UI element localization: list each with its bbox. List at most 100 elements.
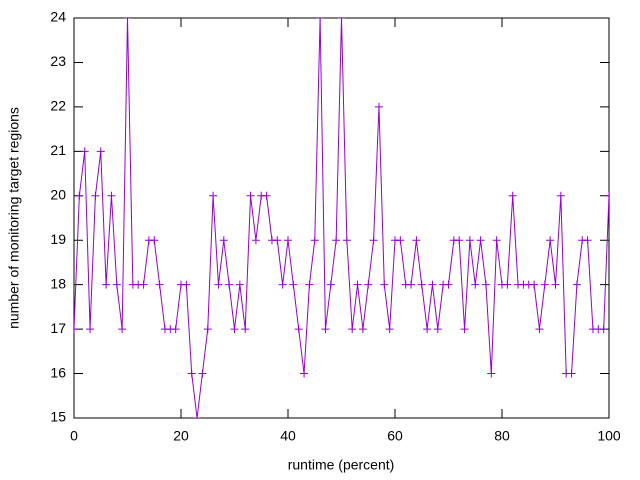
data-point <box>535 325 544 334</box>
data-point <box>112 280 121 289</box>
data-point <box>487 369 496 378</box>
data-point <box>235 280 244 289</box>
data-point <box>316 18 325 22</box>
data-point <box>75 191 84 200</box>
data-point <box>444 280 453 289</box>
data-point <box>465 236 474 245</box>
y-tick-label: 16 <box>50 364 66 380</box>
data-point <box>540 280 549 289</box>
data-point <box>294 325 303 334</box>
data-point <box>150 236 159 245</box>
data-point <box>187 369 196 378</box>
data-point <box>198 369 207 378</box>
data-point <box>305 280 314 289</box>
y-tick-label: 24 <box>50 9 66 25</box>
data-point <box>246 191 255 200</box>
data-point <box>412 236 421 245</box>
y-axis-label: number of monitoring target regions <box>6 107 22 329</box>
data-point <box>289 280 298 289</box>
data-point <box>86 325 95 334</box>
data-point <box>342 236 351 245</box>
data-point <box>182 280 191 289</box>
data-point <box>530 280 539 289</box>
x-tick-label: 0 <box>70 428 78 444</box>
data-point <box>80 147 89 156</box>
data-point <box>139 280 148 289</box>
data-point <box>273 236 282 245</box>
data-point <box>284 236 292 245</box>
data-point <box>353 280 362 289</box>
y-tick-label: 17 <box>50 320 66 336</box>
data-point <box>278 280 287 289</box>
y-tick-label: 22 <box>50 98 66 114</box>
data-point <box>374 102 383 111</box>
y-tick-label: 20 <box>50 186 66 202</box>
plot-area <box>74 18 609 418</box>
data-point <box>385 325 394 334</box>
data-point <box>428 280 437 289</box>
data-point <box>455 236 464 245</box>
data-point <box>348 325 357 334</box>
x-axis-label: runtime (percent) <box>288 457 395 473</box>
data-point <box>567 369 576 378</box>
y-tick-label: 23 <box>50 53 66 69</box>
data-point <box>96 147 105 156</box>
data-point <box>396 236 405 245</box>
data-point <box>251 236 260 245</box>
y-tick-label: 18 <box>50 275 66 291</box>
y-tick-label: 19 <box>50 231 66 247</box>
data-point <box>471 280 480 289</box>
data-point <box>332 236 341 245</box>
data-point <box>605 191 609 200</box>
data-point <box>123 18 132 22</box>
data-point <box>326 280 335 289</box>
plot-border <box>73 17 610 419</box>
data-point <box>407 280 416 289</box>
data-point <box>219 236 228 245</box>
x-tick-label: 100 <box>597 428 621 444</box>
data-point <box>193 414 202 418</box>
data-point <box>321 325 330 334</box>
data-point <box>171 325 180 334</box>
data-point <box>508 191 517 200</box>
data-point <box>481 280 490 289</box>
data-point <box>225 280 234 289</box>
data-point <box>433 325 442 334</box>
data-point <box>214 280 223 289</box>
data-point <box>476 236 485 245</box>
data-point <box>241 325 250 334</box>
data-point <box>118 325 127 334</box>
data-point <box>503 280 512 289</box>
data-point <box>358 325 367 334</box>
data-point <box>369 236 378 245</box>
data-point <box>337 18 346 22</box>
data-point <box>556 191 565 200</box>
data-point <box>551 280 560 289</box>
data-point <box>583 236 592 245</box>
data-point <box>74 325 78 334</box>
data-point <box>91 191 100 200</box>
data-point <box>572 280 581 289</box>
data-point <box>492 236 501 245</box>
data-point <box>262 191 271 200</box>
data-point <box>364 280 373 289</box>
y-tick-label: 21 <box>50 142 66 158</box>
data-point <box>209 191 218 200</box>
x-tick-label: 40 <box>280 428 296 444</box>
data-point <box>423 325 432 334</box>
x-tick-label: 80 <box>494 428 510 444</box>
y-tick-label: 15 <box>50 409 66 425</box>
data-point <box>380 280 389 289</box>
x-tick-label: 60 <box>387 428 403 444</box>
data-point <box>155 280 164 289</box>
data-point <box>417 280 426 289</box>
data-point <box>230 325 239 334</box>
data-point <box>599 325 608 334</box>
data-point <box>546 236 555 245</box>
x-tick-label: 20 <box>173 428 189 444</box>
data-line <box>74 18 609 418</box>
data-point <box>203 325 212 334</box>
data-point <box>310 236 319 245</box>
data-point <box>102 280 111 289</box>
